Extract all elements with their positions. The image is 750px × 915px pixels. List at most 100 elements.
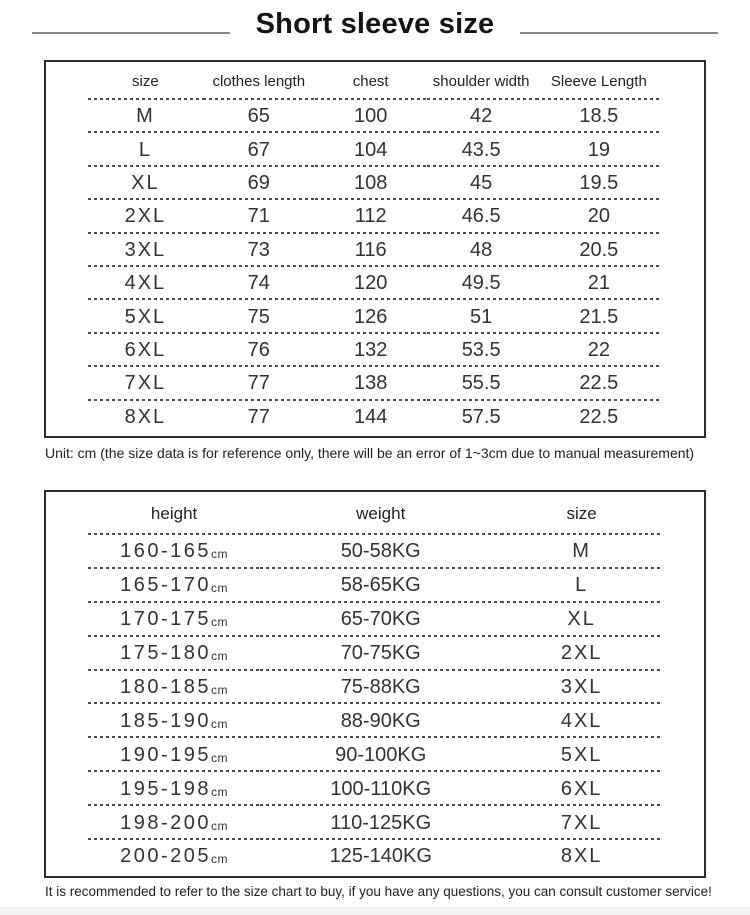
cell-chest: 132 (314, 333, 427, 368)
column-header-height: height (88, 492, 261, 535)
table-row: 170-175cm 65-70KG XL (88, 602, 662, 637)
height-range: 190-195 (120, 743, 212, 766)
cell-chest: 104 (314, 133, 427, 167)
cell-shoulder-width: 57.5 (461, 405, 501, 428)
cell-height: 195-198cm (88, 772, 261, 807)
cell-weight: 100-110KG (260, 772, 502, 807)
unit-note: Unit: cm (the size data is for reference… (45, 445, 695, 461)
height-unit: cm (211, 818, 229, 833)
cell-clothes-length: 77 (202, 367, 315, 401)
table-row: 7XL 77 138 55.5 22.5 (88, 367, 662, 401)
cell-size: 8XL (124, 405, 167, 428)
cell-clothes-length: 75 (202, 300, 315, 334)
title-row: Short sleeve size (0, 2, 750, 46)
height-unit: cm (211, 581, 229, 596)
cell-chest: 112 (314, 200, 427, 234)
size-table-header-row: size clothes length chest shoulder width… (88, 62, 662, 100)
cell-height: 190-195cm (88, 738, 261, 773)
cell-sleeve-length: 22.5 (535, 367, 662, 401)
height-unit: cm (211, 615, 229, 630)
bottom-strip (0, 907, 750, 915)
height-range: 165-170 (120, 574, 212, 597)
cell-weight: 65-70KG (260, 602, 502, 637)
height-unit: cm (211, 683, 229, 697)
table-row: 195-198cm 100-110KG 6XL (88, 772, 662, 807)
cell-size: L (88, 133, 203, 167)
table-row: 8XL 77 144 57.5 22.5 (88, 401, 662, 434)
column-header-clothes-length: clothes length (202, 62, 315, 100)
size-table: size clothes length chest shoulder width… (88, 62, 662, 434)
table-row: 2XL 71 112 46.5 20 (88, 200, 662, 234)
cell-sleeve-length: 19 (535, 133, 662, 167)
column-header-size: size (88, 62, 203, 100)
fit-table: height weight size 160-165cm 50-58KG M 1… (88, 492, 662, 874)
cell-height: 185-190cm (88, 704, 261, 739)
cell-sleeve-length: 19.5 (535, 166, 662, 201)
cell-height: 165-170cm (88, 568, 261, 603)
cell-size: M (88, 100, 203, 134)
column-header-shoulder-width: shoulder width (426, 62, 536, 100)
table-row: XL 69 108 45 19.5 (88, 166, 662, 201)
cell-clothes-length: 76 (202, 333, 315, 368)
height-range: 198-200 (120, 811, 212, 834)
table-row: 160-165cm 50-58KG M (88, 535, 662, 569)
cell-sleeve-length: 20 (535, 200, 662, 234)
cell-shoulder-width: 42 (426, 100, 536, 134)
table-row: 165-170cm 58-65KG L (88, 568, 662, 603)
table-row: 185-190cm 88-90KG 4XL (88, 704, 662, 739)
cell-shoulder-width: 43.5 (426, 133, 536, 167)
cell-sleeve-length: 21.5 (535, 300, 662, 334)
cell-sleeve-length: 20.5 (535, 233, 662, 267)
column-header-weight: weight (260, 492, 502, 535)
cell-height: 160-165cm (88, 535, 261, 569)
cell-sleeve-length: 22 (535, 333, 662, 368)
cell-shoulder-width: 51 (426, 300, 536, 334)
table-row: 198-200cm 110-125KG 7XL (88, 806, 662, 841)
height-unit: cm (211, 784, 229, 799)
cell-size: 2XL (501, 636, 662, 671)
cell-sleeve-length: 21 (535, 266, 662, 301)
cell-sleeve-length: 22.5 (579, 405, 619, 428)
height-range: 195-198 (120, 777, 212, 800)
cell-size: 2XL (88, 200, 203, 234)
table-row: 4XL 74 120 49.5 21 (88, 266, 662, 301)
cell-size: M (501, 535, 662, 569)
height-unit: cm (211, 649, 229, 664)
table-row: 3XL 73 116 48 20.5 (88, 233, 662, 267)
cell-size: 4XL (501, 704, 662, 739)
title-decoration-line-left (31, 32, 230, 34)
cell-size: 7XL (501, 806, 662, 841)
cell-clothes-length: 69 (202, 166, 315, 201)
table-row: M 65 100 42 18.5 (88, 100, 662, 134)
cell-chest: 108 (314, 166, 427, 201)
cell-size: 6XL (501, 772, 662, 807)
table-row: 180-185cm 75-88KG 3XL (88, 670, 662, 705)
page-title: Short sleeve size (255, 7, 495, 40)
recommendation-note: It is recommended to refer to the size c… (45, 884, 712, 899)
cell-shoulder-width: 48 (426, 233, 536, 267)
cell-clothes-length: 65 (202, 100, 315, 134)
cell-clothes-length: 74 (202, 266, 315, 301)
table-row: L 67 104 43.5 19 (88, 133, 662, 167)
height-unit: cm (211, 716, 229, 731)
cell-size: 3XL (88, 233, 203, 267)
column-header-sleeve-length: Sleeve Length (535, 62, 662, 100)
cell-chest: 100 (314, 100, 427, 134)
cell-clothes-length: 71 (202, 200, 315, 234)
height-range: 200-205 (120, 845, 212, 868)
cell-size: L (501, 568, 662, 603)
cell-weight: 75-88KG (260, 670, 502, 705)
cell-height: 180-185cm (88, 670, 261, 705)
cell-shoulder-width: 55.5 (426, 367, 536, 401)
height-unit: cm (211, 547, 229, 562)
height-range: 180-185 (120, 676, 212, 698)
cell-size: XL (501, 602, 662, 637)
table-row: 175-180cm 70-75KG 2XL (88, 636, 662, 671)
cell-size: XL (88, 166, 203, 201)
cell-sleeve-length: 18.5 (535, 100, 662, 134)
cell-weight: 125-140KG (329, 845, 432, 868)
cell-shoulder-width: 53.5 (426, 333, 536, 368)
cell-height: 198-200cm (88, 806, 261, 841)
cell-height: 175-180cm (88, 636, 261, 671)
cell-weight: 88-90KG (260, 704, 502, 739)
